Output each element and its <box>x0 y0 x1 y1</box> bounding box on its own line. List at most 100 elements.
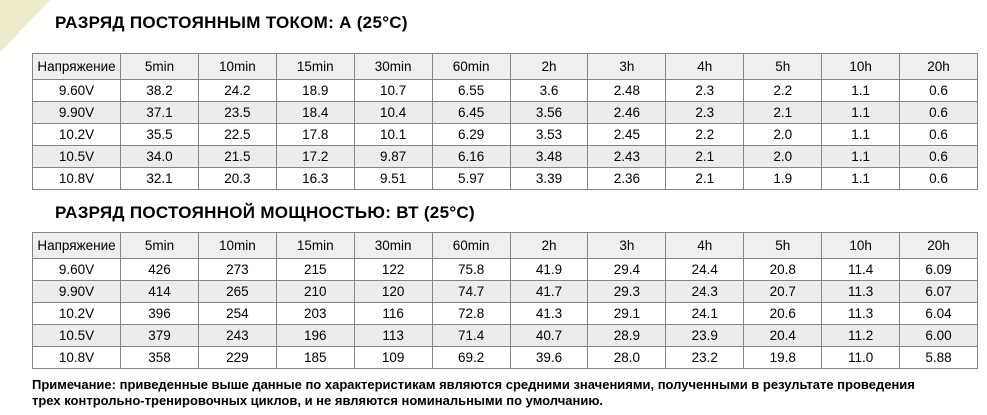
time-column-header: 5min <box>120 232 199 259</box>
value-cell: 203 <box>275 302 355 325</box>
value-cell: 3.48 <box>509 145 589 168</box>
value-cell: 41.7 <box>509 280 589 303</box>
value-cell: 11.3 <box>821 280 901 303</box>
value-cell: 17.2 <box>275 145 355 168</box>
value-cell: 2.1 <box>665 145 745 168</box>
time-column-header: 5min <box>120 53 199 80</box>
value-cell: 20.7 <box>743 280 823 303</box>
value-cell: 18.4 <box>275 101 355 124</box>
time-column-header: 60min <box>431 232 511 259</box>
value-cell: 10.4 <box>353 101 433 124</box>
value-cell: 3.39 <box>509 167 589 190</box>
value-cell: 22.5 <box>197 123 277 146</box>
value-cell: 396 <box>120 302 199 325</box>
time-column-header: 15min <box>275 53 355 80</box>
value-cell: 6.09 <box>899 258 978 281</box>
value-cell: 71.4 <box>431 324 511 347</box>
value-cell: 6.07 <box>899 280 978 303</box>
value-cell: 2.36 <box>587 167 667 190</box>
value-cell: 1.9 <box>743 167 823 190</box>
value-cell: 196 <box>275 324 355 347</box>
value-cell: 41.9 <box>509 258 589 281</box>
value-cell: 116 <box>353 302 433 325</box>
table-row: 10.2V 396 254 203 116 72.8 41.3 29.1 24.1 20.6 11.… <box>32 302 978 325</box>
value-cell: 5.88 <box>899 346 978 369</box>
value-cell: 72.8 <box>431 302 511 325</box>
value-cell: 6.04 <box>899 302 978 325</box>
value-cell: 113 <box>353 324 433 347</box>
value-cell: 0.6 <box>899 123 978 146</box>
value-cell: 120 <box>353 280 433 303</box>
header-row: Напряжение 5min 10min 15min 30min 60min 2h 3h 4h… <box>32 53 978 80</box>
value-cell: 24.3 <box>665 280 745 303</box>
value-cell: 10.1 <box>353 123 433 146</box>
value-cell: 2.0 <box>743 123 823 146</box>
value-cell: 185 <box>275 346 355 369</box>
time-column-header: 20h <box>899 53 978 80</box>
value-cell: 2.0 <box>743 145 823 168</box>
value-cell: 2.45 <box>587 123 667 146</box>
value-cell: 243 <box>197 324 277 347</box>
value-cell: 11.3 <box>821 302 901 325</box>
value-cell: 2.43 <box>587 145 667 168</box>
value-cell: 273 <box>197 258 277 281</box>
value-cell: 6.45 <box>431 101 511 124</box>
value-cell: 2.48 <box>587 79 667 102</box>
value-cell: 109 <box>353 346 433 369</box>
value-cell: 6.00 <box>899 324 978 347</box>
value-cell: 254 <box>197 302 277 325</box>
value-cell: 6.16 <box>431 145 511 168</box>
value-cell: 19.8 <box>743 346 823 369</box>
voltage-column-header: Напряжение <box>32 232 121 259</box>
time-column-header: 2h <box>509 232 589 259</box>
time-column-header: 20h <box>899 232 978 259</box>
voltage-cell: 9.90V <box>32 101 121 124</box>
value-cell: 1.1 <box>821 101 901 124</box>
value-cell: 0.6 <box>899 167 978 190</box>
value-cell: 16.3 <box>275 167 355 190</box>
value-cell: 28.9 <box>587 324 667 347</box>
value-cell: 75.8 <box>431 258 511 281</box>
value-cell: 20.8 <box>743 258 823 281</box>
table-row: 10.5V 34.0 21.5 17.2 9.87 6.16 3.48 2.43 2.1 2.0 1… <box>32 145 978 168</box>
value-cell: 18.9 <box>275 79 355 102</box>
value-cell: 6.55 <box>431 79 511 102</box>
value-cell: 29.3 <box>587 280 667 303</box>
footnote: Примечание: приведенные выше данные по х… <box>32 377 915 409</box>
table-row: 10.2V 35.5 22.5 17.8 10.1 6.29 3.53 2.45 2.2 2.0 1… <box>32 123 978 146</box>
value-cell: 21.5 <box>197 145 277 168</box>
table-row: 9.60V 426 273 215 122 75.8 41.9 29.4 24.4 20.8 11.… <box>32 258 978 281</box>
constant-power-table: Напряжение 5min 10min 15min 30min 60min 2h 3h 4h… <box>32 232 978 369</box>
value-cell: 3.56 <box>509 101 589 124</box>
value-cell: 32.1 <box>120 167 199 190</box>
voltage-cell: 10.2V <box>32 123 121 146</box>
time-column-header: 4h <box>665 53 745 80</box>
value-cell: 69.2 <box>431 346 511 369</box>
value-cell: 2.3 <box>665 79 745 102</box>
value-cell: 17.8 <box>275 123 355 146</box>
value-cell: 1.1 <box>821 79 901 102</box>
value-cell: 11.2 <box>821 324 901 347</box>
table-row: 10.5V 379 243 196 113 71.4 40.7 28.9 23.9 20.4 11.… <box>32 324 978 347</box>
value-cell: 2.1 <box>665 167 745 190</box>
value-cell: 2.3 <box>665 101 745 124</box>
value-cell: 229 <box>197 346 277 369</box>
value-cell: 414 <box>120 280 199 303</box>
value-cell: 35.5 <box>120 123 199 146</box>
time-column-header: 5h <box>743 232 823 259</box>
value-cell: 29.4 <box>587 258 667 281</box>
time-column-header: 5h <box>743 53 823 80</box>
value-cell: 24.1 <box>665 302 745 325</box>
value-cell: 11.4 <box>821 258 901 281</box>
value-cell: 0.6 <box>899 101 978 124</box>
voltage-cell: 10.8V <box>32 167 121 190</box>
value-cell: 20.4 <box>743 324 823 347</box>
value-cell: 9.51 <box>353 167 433 190</box>
value-cell: 3.53 <box>509 123 589 146</box>
voltage-cell: 10.5V <box>32 145 121 168</box>
time-column-header: 2h <box>509 53 589 80</box>
corner-triangle-decoration <box>0 0 50 52</box>
voltage-cell: 10.5V <box>32 324 121 347</box>
voltage-column-header: Напряжение <box>32 53 121 80</box>
time-column-header: 3h <box>587 232 667 259</box>
